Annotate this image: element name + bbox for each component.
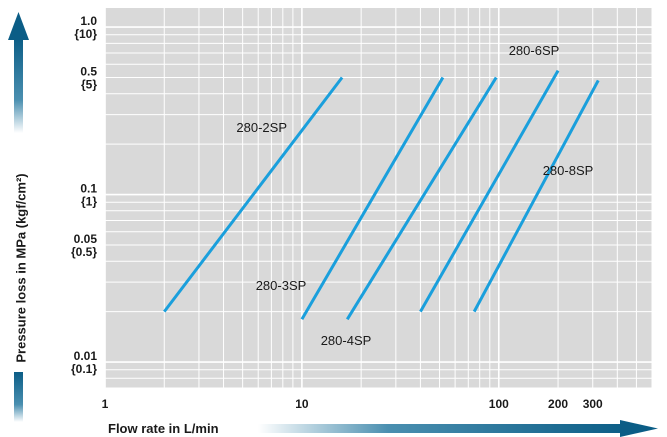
- y-tick-sublabel: {5}: [81, 78, 97, 92]
- series-line-280-4sp: [345, 76, 498, 321]
- series-label-280-8sp: 280-8SP: [543, 163, 594, 178]
- y-tick-sublabel: {1}: [81, 195, 97, 209]
- y-tick-sublabel: {0.1}: [71, 362, 97, 376]
- x-tick-label: 300: [583, 397, 603, 411]
- series-labels: 280-2SP 280-3SP 280-4SP 280-6SP 280-8SP: [236, 43, 593, 348]
- y-tick-label: 0.5: [80, 65, 97, 79]
- y-tick-sublabel: {0.5}: [71, 245, 97, 259]
- plot-background: [105, 8, 652, 388]
- y-tick-label: 0.01: [74, 349, 98, 363]
- x-axis-arrow: [258, 420, 658, 437]
- series-line-280-2sp: [163, 76, 344, 313]
- x-axis-title: Flow rate in L/min: [108, 421, 219, 436]
- series-label-280-6sp: 280-6SP: [509, 43, 560, 58]
- y-tick-label: 1.0: [80, 14, 97, 28]
- x-tick-labels: 1 10 100 200 300: [102, 397, 603, 411]
- series-lines: [163, 69, 600, 321]
- series-label-280-2sp: 280-2SP: [236, 120, 287, 135]
- x-tick-label: 100: [489, 397, 509, 411]
- series-line-280-8sp: [472, 79, 600, 313]
- grid-lines: [104, 8, 653, 389]
- y-tick-label: 0.1: [80, 182, 97, 196]
- x-tick-label: 10: [295, 397, 309, 411]
- x-tick-label: 1: [102, 397, 109, 411]
- plot-area: [105, 8, 652, 388]
- y-tick-label: 0.05: [74, 232, 98, 246]
- series-label-280-4sp: 280-4SP: [321, 333, 372, 348]
- y-axis-title: Pressure loss in MPa (kgf/cm²): [13, 173, 28, 362]
- x-tick-label: 200: [548, 397, 568, 411]
- series-label-280-3sp: 280-3SP: [256, 278, 307, 293]
- y-tick-labels: 1.0{10} 0.5{5} 0.1{1} 0.05{0.5} 0.01{0.1}: [71, 14, 97, 376]
- y-axis-arrow: [8, 12, 29, 422]
- series-line-280-3sp: [300, 76, 445, 321]
- series-line-280-6sp: [419, 69, 560, 313]
- y-tick-sublabel: {10}: [74, 27, 97, 41]
